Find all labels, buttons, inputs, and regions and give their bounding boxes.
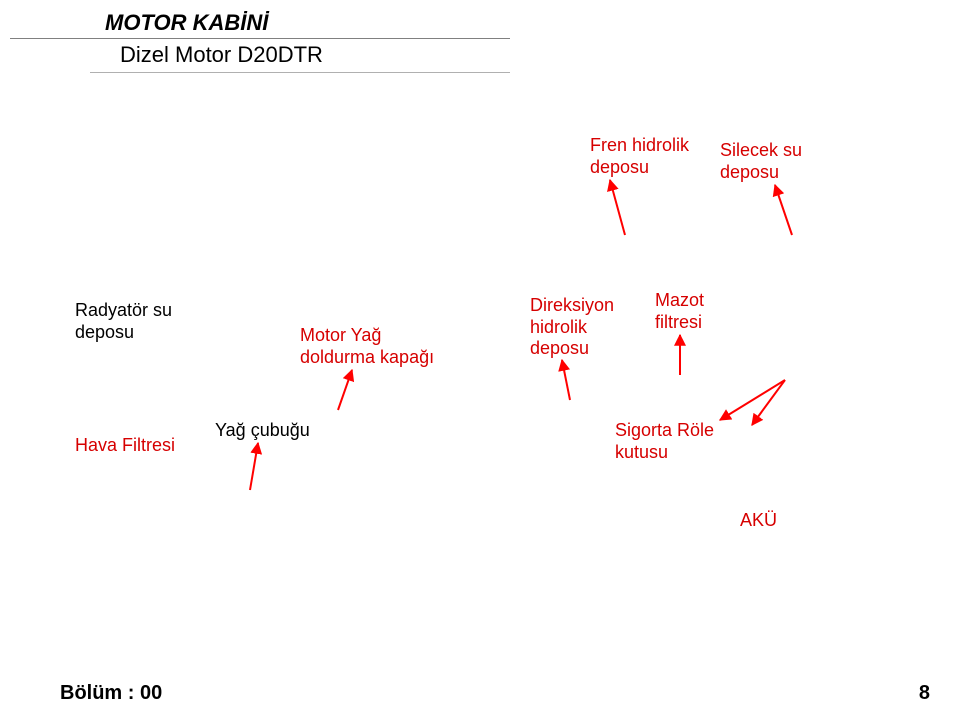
yag-cubugu-arrow	[250, 443, 258, 490]
arrows-layer	[0, 0, 960, 717]
footer-section: Bölüm : 00	[60, 682, 162, 705]
direksiyon-arrow	[562, 360, 570, 400]
sigorta-arrow-a	[720, 380, 785, 420]
label-hava: Hava Filtresi	[75, 435, 175, 457]
footer-page-number: 8	[919, 682, 930, 705]
label-mazot: Mazot filtresi	[655, 290, 704, 333]
label-silecek: Silecek su deposu	[720, 140, 802, 183]
header-rule-2	[90, 72, 510, 73]
silecek-arrow	[775, 185, 792, 235]
sigorta-arrow-b	[752, 380, 785, 425]
label-radyator: Radyatör su deposu	[75, 300, 172, 343]
label-fren: Fren hidrolik deposu	[590, 135, 689, 178]
page-root: MOTOR KABİNİ Dizel Motor D20DTR Fren hid…	[0, 0, 960, 717]
motor-yag-arrow	[338, 370, 352, 410]
page-subtitle: Dizel Motor D20DTR	[120, 42, 323, 68]
label-sigorta: Sigorta Röle kutusu	[615, 420, 714, 463]
label-direksiyon: Direksiyon hidrolik deposu	[530, 295, 614, 360]
label-yag-cubugu: Yağ çubuğu	[215, 420, 310, 442]
label-aku: AKÜ	[740, 510, 777, 532]
label-motor-yag: Motor Yağ doldurma kapağı	[300, 325, 434, 368]
fren-arrow	[610, 180, 625, 235]
page-title: MOTOR KABİNİ	[105, 10, 268, 36]
header-rule-1	[10, 38, 510, 39]
